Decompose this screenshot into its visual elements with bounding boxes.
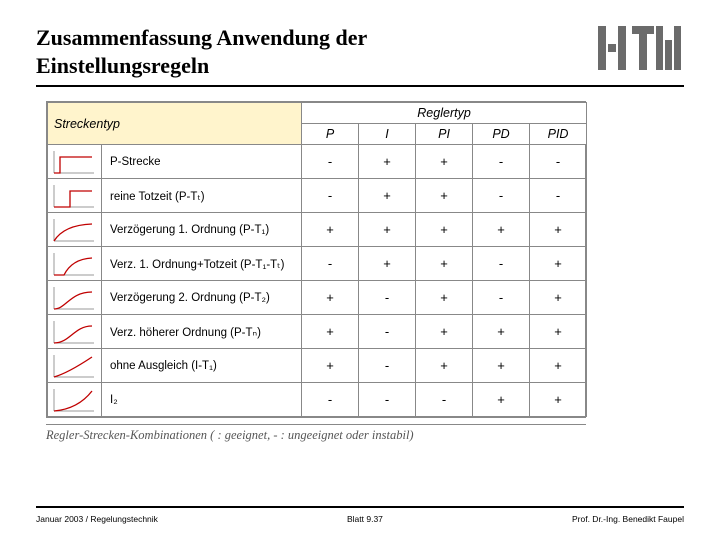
row-label: P-Strecke	[102, 145, 302, 179]
table-row: P-Strecke-++--	[48, 145, 587, 179]
header-reglertyp: Reglertyp	[302, 103, 587, 124]
response-curve-icon	[48, 315, 102, 349]
row-label: ohne Ausgleich (I-T₁)	[102, 349, 302, 383]
compat-cell: +	[473, 213, 530, 247]
table-row: reine Totzeit (P-Tₜ)-++--	[48, 179, 587, 213]
row-label: Verz. höherer Ordnung (P-Tₙ)	[102, 315, 302, 349]
compat-cell: +	[302, 281, 359, 315]
table-row: Verzögerung 2. Ordnung (P-T₂)+-+-+	[48, 281, 587, 315]
footer-left: Januar 2003 / Regelungstechnik	[36, 514, 158, 524]
compat-cell: -	[302, 145, 359, 179]
page-title: Zusammenfassung Anwendung der Einstellun…	[36, 24, 367, 79]
compat-cell: +	[416, 315, 473, 349]
footer-right: Prof. Dr.-Ing. Benedikt Faupel	[572, 514, 684, 524]
response-curve-icon	[48, 213, 102, 247]
table-row: Verz. höherer Ordnung (P-Tₙ)+-+++	[48, 315, 587, 349]
compat-cell: -	[359, 383, 416, 417]
col-p: P	[302, 124, 359, 145]
table-caption: Regler-Strecken-Kombinationen ( : geeign…	[46, 424, 586, 443]
slide-footer: Januar 2003 / Regelungstechnik Blatt 9.3…	[36, 506, 684, 524]
htw-logo	[598, 26, 684, 75]
row-label: Verzögerung 2. Ordnung (P-T₂)	[102, 281, 302, 315]
table-row: Verz. 1. Ordnung+Totzeit (P-T₁-Tₜ)-++-+	[48, 247, 587, 281]
compat-cell: +	[473, 349, 530, 383]
compat-cell: -	[359, 281, 416, 315]
compat-cell: -	[473, 145, 530, 179]
row-label: reine Totzeit (P-Tₜ)	[102, 179, 302, 213]
compat-cell: +	[530, 315, 587, 349]
compat-cell: +	[302, 213, 359, 247]
compat-cell: -	[530, 179, 587, 213]
response-curve-icon	[48, 247, 102, 281]
compat-cell: -	[530, 145, 587, 179]
compat-cell: +	[416, 281, 473, 315]
compat-cell: +	[416, 349, 473, 383]
col-pi: PI	[416, 124, 473, 145]
compat-cell: -	[302, 383, 359, 417]
compat-cell: -	[416, 383, 473, 417]
compat-cell: +	[359, 145, 416, 179]
col-pid: PID	[530, 124, 587, 145]
compat-cell: +	[530, 281, 587, 315]
compat-cell: -	[473, 281, 530, 315]
table-row: ohne Ausgleich (I-T₁)+-+++	[48, 349, 587, 383]
table-row: Verzögerung 1. Ordnung (P-T₁)+++++	[48, 213, 587, 247]
compat-cell: -	[302, 247, 359, 281]
compat-cell: +	[302, 315, 359, 349]
col-i: I	[359, 124, 416, 145]
table-row: I₂---++	[48, 383, 587, 417]
slide-header: Zusammenfassung Anwendung der Einstellun…	[36, 24, 684, 87]
compat-cell: -	[473, 247, 530, 281]
compat-cell: +	[359, 213, 416, 247]
footer-center: Blatt 9.37	[347, 514, 383, 524]
compat-cell: +	[416, 179, 473, 213]
header-streckentyp: Streckentyp	[48, 103, 302, 145]
compat-cell: +	[530, 349, 587, 383]
compat-cell: +	[473, 315, 530, 349]
compat-cell: -	[359, 349, 416, 383]
title-line-2: Einstellungsregeln	[36, 53, 209, 78]
compat-cell: +	[530, 213, 587, 247]
compat-cell: +	[473, 383, 530, 417]
compat-cell: +	[416, 213, 473, 247]
compat-cell: +	[359, 247, 416, 281]
compat-cell: -	[302, 179, 359, 213]
compatibility-table: Streckentyp Reglertyp P I PI PD PID P-St…	[46, 101, 586, 418]
title-line-1: Zusammenfassung Anwendung der	[36, 25, 367, 50]
row-label: Verzögerung 1. Ordnung (P-T₁)	[102, 213, 302, 247]
compat-cell: -	[473, 179, 530, 213]
compat-cell: +	[530, 383, 587, 417]
compat-cell: -	[359, 315, 416, 349]
compat-cell: +	[302, 349, 359, 383]
response-curve-icon	[48, 281, 102, 315]
row-label: I₂	[102, 383, 302, 417]
col-pd: PD	[473, 124, 530, 145]
compat-cell: +	[416, 247, 473, 281]
compat-cell: +	[416, 145, 473, 179]
response-curve-icon	[48, 383, 102, 417]
compat-cell: +	[530, 247, 587, 281]
compat-cell: +	[359, 179, 416, 213]
response-curve-icon	[48, 179, 102, 213]
row-label: Verz. 1. Ordnung+Totzeit (P-T₁-Tₜ)	[102, 247, 302, 281]
response-curve-icon	[48, 349, 102, 383]
response-curve-icon	[48, 145, 102, 179]
